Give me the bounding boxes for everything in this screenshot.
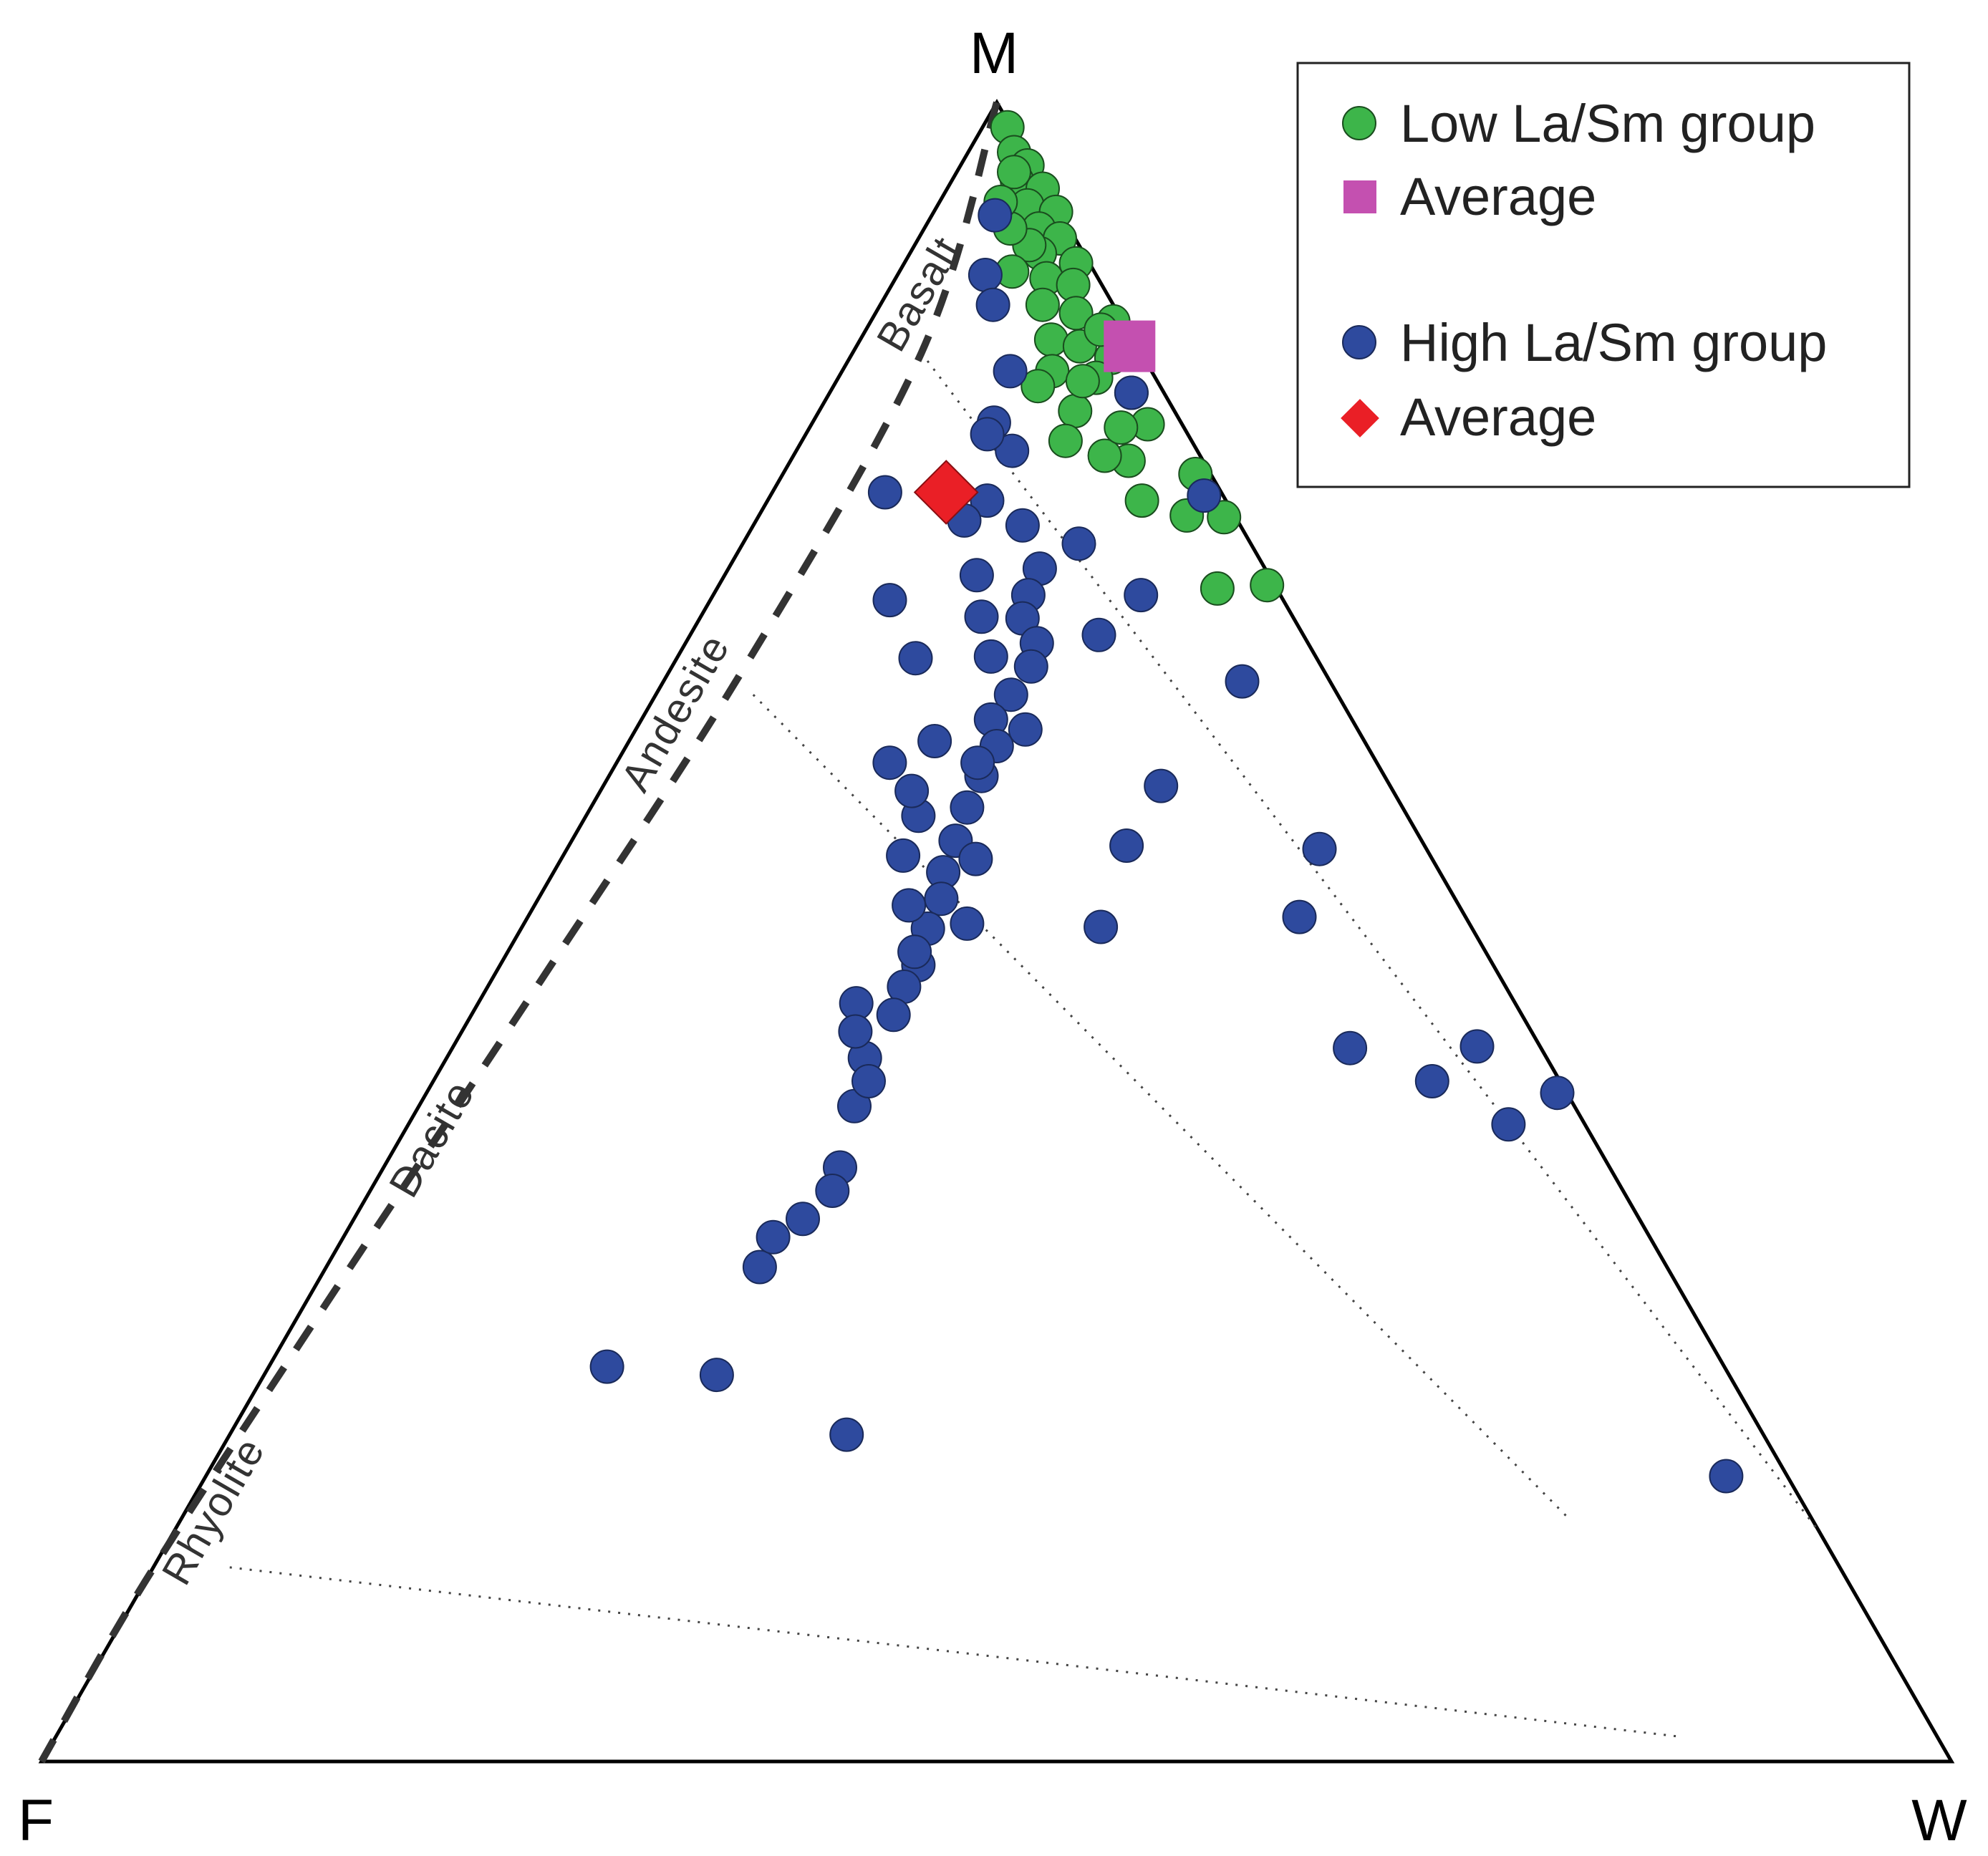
high-group-point [829, 1417, 864, 1452]
high-group-point [964, 599, 999, 634]
high-group-point [1187, 478, 1222, 513]
field-label-basalt: Basalt [868, 228, 970, 359]
high-group-point [786, 1202, 820, 1237]
high-group-point [876, 997, 911, 1033]
high-group-point [950, 790, 985, 825]
low-group-point [997, 155, 1031, 190]
high-group-point [867, 475, 902, 510]
legend-label-low-group: Low La/Sm group [1400, 94, 1815, 153]
high-group-point [756, 1219, 791, 1255]
tie-line-2 [752, 694, 1570, 1520]
high-group-point [1709, 1459, 1744, 1494]
high-group-point [970, 483, 1005, 518]
high-group-point [872, 745, 907, 780]
high-group-point [1008, 712, 1043, 747]
legend-marker-low-group [1342, 106, 1376, 140]
field-label-rhyolite: Rhyolite [153, 1429, 274, 1592]
low-group-point [1058, 394, 1093, 428]
high-group-point [898, 641, 933, 676]
high-group-average-marker [913, 460, 979, 525]
high-group-point [1414, 1064, 1449, 1098]
legend-marker-high-group [1342, 325, 1376, 359]
high-group-point [1333, 1030, 1368, 1065]
high-group-point [970, 417, 1005, 452]
low-group-point [1033, 322, 1068, 357]
low-group-point [1250, 568, 1285, 603]
high-group-point [959, 558, 994, 593]
high-group-point [995, 433, 1030, 468]
high-group-point [838, 1014, 873, 1049]
low-group-point [1048, 423, 1083, 458]
high-group-point [1540, 1076, 1575, 1111]
high-group-point [1491, 1107, 1526, 1142]
high-group-point [1084, 909, 1119, 944]
low-group-point [1025, 287, 1060, 322]
high-group-point [894, 773, 930, 808]
high-group-point [993, 354, 1028, 389]
high-group-point [1109, 828, 1144, 863]
high-group-point [1459, 1029, 1495, 1064]
low-group-point [1087, 438, 1122, 473]
high-group-point [1144, 768, 1179, 803]
high-group-point [924, 881, 959, 917]
high-group-point [1061, 526, 1096, 561]
high-group-points [589, 198, 1744, 1494]
vertex-label-f: F [18, 1788, 54, 1853]
tie-line-3 [229, 1566, 1680, 1738]
legend-label-high-group: High La/Sm group [1400, 313, 1827, 372]
high-group-point [1124, 578, 1159, 613]
high-group-point [960, 745, 995, 780]
legend-marker-low-average [1343, 180, 1376, 213]
high-group-point [1282, 899, 1317, 934]
vertex-label-m: M [970, 21, 1018, 86]
tie-line-1 [920, 352, 1821, 1534]
high-group-point [886, 838, 921, 873]
legend-label-high-average: Average [1400, 387, 1596, 447]
low-group-point [1200, 571, 1235, 606]
legend-label-low-average: Average [1400, 167, 1596, 226]
high-group-point [978, 198, 1013, 233]
high-group-point [958, 841, 993, 876]
high-group-point [892, 888, 927, 923]
high-group-point [851, 1064, 886, 1098]
average-markers [913, 320, 1156, 525]
low-group-average-marker [1104, 320, 1156, 372]
low-group-point [1207, 500, 1242, 535]
high-group-point [993, 677, 1028, 712]
high-group-point [1114, 375, 1149, 410]
high-group-point [1081, 617, 1116, 652]
high-group-point [973, 639, 1008, 674]
high-group-point [1225, 664, 1260, 699]
high-group-point [950, 906, 985, 941]
ternary-triangle-outline [38, 98, 1955, 1764]
field-label-dacite: Dacite [380, 1073, 483, 1205]
low-group-point [1124, 483, 1159, 518]
low-group-point [1020, 369, 1056, 404]
high-group-point [589, 1349, 624, 1384]
high-group-point [1013, 649, 1048, 684]
low-group-point [1065, 364, 1100, 399]
vertex-label-w: W [1911, 1788, 1967, 1853]
high-group-point [1005, 508, 1040, 543]
high-group-point [897, 934, 932, 970]
low-group-point [1104, 410, 1139, 445]
high-group-point [815, 1174, 850, 1208]
high-group-point [917, 724, 952, 758]
trend-line [38, 101, 1000, 1764]
high-group-point [975, 287, 1010, 322]
high-group-point [872, 583, 907, 618]
high-group-point [699, 1358, 734, 1393]
high-group-point [742, 1250, 777, 1285]
legend: Low La/Sm group Average High La/Sm group… [1296, 62, 1911, 488]
legend-box [1296, 62, 1911, 488]
high-group-point [1302, 831, 1337, 866]
high-group-point [968, 258, 1003, 292]
